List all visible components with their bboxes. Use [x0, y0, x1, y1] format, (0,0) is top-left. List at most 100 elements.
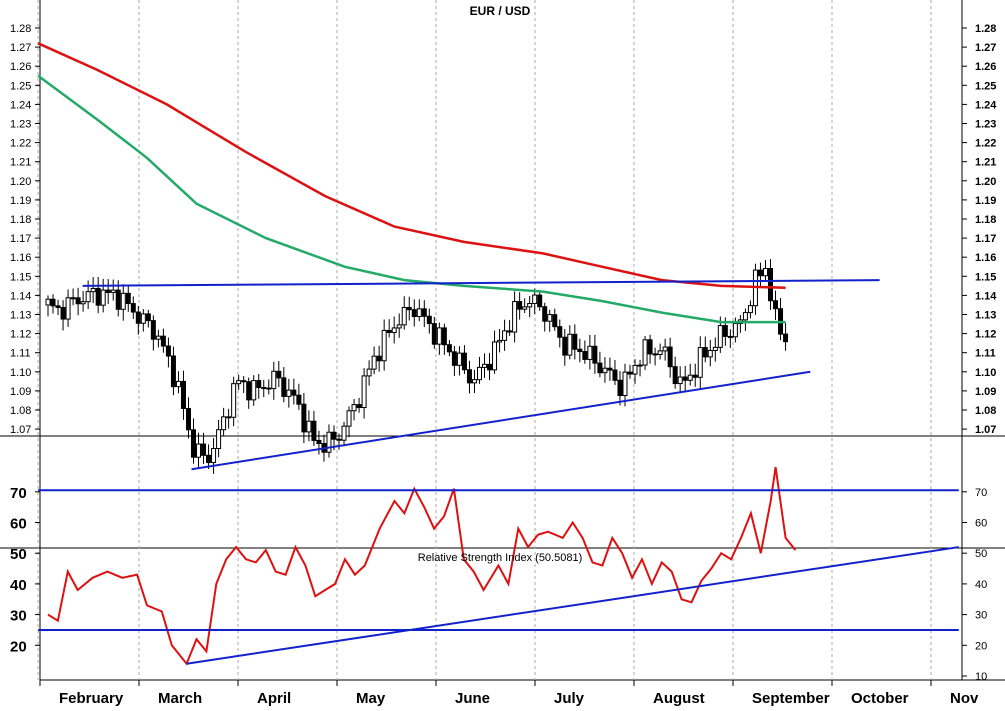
price-tick-label-right: 1.14	[975, 290, 997, 302]
candle-body	[90, 287, 96, 293]
candle-body	[436, 327, 442, 345]
candle-body	[261, 387, 267, 390]
price-tick-label-right: 1.21	[975, 157, 996, 169]
candle-body	[281, 377, 287, 397]
month-label: March	[158, 690, 202, 706]
gridlines	[37, 0, 932, 680]
candle-body	[517, 301, 523, 310]
candle-body	[466, 369, 472, 384]
price-tick-label-right: 1.23	[975, 119, 996, 131]
candle-body	[201, 443, 207, 456]
rsi-tick-label-left: 40	[10, 577, 27, 594]
month-label: May	[356, 690, 386, 706]
price-tick-label-left: 1.24	[10, 99, 31, 111]
candle-body	[451, 351, 457, 366]
rsi-tick-label-right: 30	[975, 610, 987, 622]
candle-body	[667, 346, 673, 368]
price-tick-label-right: 1.22	[975, 138, 996, 150]
candle-body	[386, 329, 392, 334]
candle-body	[311, 420, 317, 441]
candle-body	[336, 438, 342, 441]
price-tick-label-left: 1.28	[10, 23, 31, 35]
candle-body	[707, 349, 713, 358]
candle-body	[241, 380, 247, 383]
candle-body	[562, 336, 568, 356]
rsi-series	[47, 467, 797, 666]
candle-body	[160, 335, 166, 347]
candle-body	[371, 355, 377, 370]
candle-body	[226, 416, 232, 419]
candle-body	[216, 429, 222, 450]
candle-body	[446, 344, 452, 353]
candle-body	[471, 379, 477, 384]
candle-body	[341, 425, 347, 441]
candle-body	[416, 308, 422, 318]
candle-body	[185, 407, 191, 431]
moving-average-line	[37, 42, 786, 290]
price-tick-label-left: 1.22	[10, 138, 31, 150]
candle-body	[140, 313, 146, 324]
candle-body	[65, 297, 71, 320]
candle-body	[507, 330, 513, 333]
candle-body	[55, 305, 61, 308]
candle-body	[677, 376, 683, 385]
candle-body	[120, 292, 126, 310]
candle-body	[266, 387, 272, 390]
candle-body	[597, 362, 603, 374]
price-tick-label-right: 1.25	[975, 80, 996, 92]
candle-body	[622, 371, 628, 397]
candle-body	[110, 289, 116, 293]
price-tick-label-left: 1.21	[10, 157, 31, 169]
price-tick-label-right: 1.20	[975, 176, 996, 188]
price-axis-ticks: 1.07 1.07 1.08 1.08 1.09 1.09 1.10 1.10 1.11 1.11…	[10, 23, 997, 436]
price-tick-label-left: 1.23	[10, 119, 31, 131]
price-tick-label-left: 1.07	[10, 424, 31, 436]
candle-body	[602, 367, 608, 374]
price-tick-label-right: 1.28	[975, 23, 996, 35]
candle-body	[196, 443, 202, 458]
candle-body	[426, 315, 432, 325]
price-tick-label-left: 1.16	[10, 252, 31, 264]
candle-body	[411, 309, 417, 318]
month-label: June	[455, 690, 490, 706]
candle-body	[286, 389, 292, 397]
price-tick-label-left: 1.26	[10, 61, 31, 73]
candle-body	[652, 353, 658, 356]
price-tick-label-right: 1.24	[975, 99, 997, 111]
rsi-axis-ticks: 20 30 40 50 60 70 10 20 30 40 50 60 70	[10, 485, 987, 683]
candle-body	[537, 294, 543, 308]
price-tick-label-left: 1.13	[10, 310, 31, 322]
candle-body	[276, 370, 282, 379]
candle-body	[732, 323, 738, 338]
candle-body	[757, 269, 763, 277]
candle-body	[80, 301, 86, 305]
rsi-tick-label-right: 50	[975, 548, 987, 560]
candle-body	[783, 333, 789, 343]
candle-body	[552, 314, 558, 328]
candle-body	[502, 330, 508, 341]
rsi-tick-label-left: 50	[10, 546, 27, 563]
candle-body	[547, 314, 553, 322]
candle-body	[697, 347, 703, 378]
price-tick-label-left: 1.20	[10, 176, 31, 188]
candle-body	[145, 313, 151, 322]
month-label: September	[752, 690, 830, 706]
candle-body	[627, 371, 633, 375]
candle-body	[637, 364, 643, 367]
candle-body	[773, 300, 779, 310]
rsi-trendline	[186, 546, 959, 665]
candle-body	[727, 335, 733, 338]
candle-body	[316, 439, 322, 444]
candle-body	[95, 287, 101, 306]
candle-body	[672, 366, 678, 385]
month-label: August	[653, 690, 705, 706]
month-label: April	[257, 690, 291, 706]
candle-body	[50, 298, 56, 307]
candle-body	[271, 370, 277, 390]
price-tick-label-right: 1.10	[975, 367, 996, 379]
candle-body	[45, 298, 51, 306]
candle-body	[762, 267, 768, 277]
candle-body	[421, 308, 427, 317]
price-tick-label-right: 1.12	[975, 329, 996, 341]
price-tick-label-right: 1.26	[975, 61, 996, 73]
